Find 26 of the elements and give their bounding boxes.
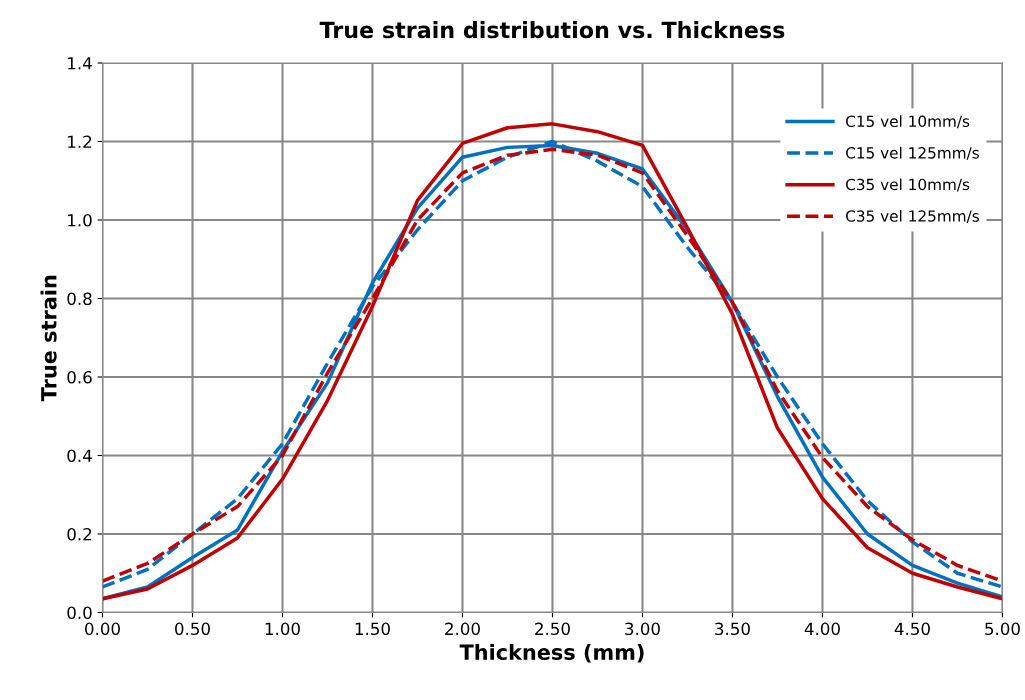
x-tick-label: 1.00 [265,622,300,636]
legend-label: C35 vel 10mm/s [846,178,970,192]
x-tick-label: 2.50 [535,622,570,636]
x-tick-label: 4.00 [804,622,840,636]
y-axis-title: True strain [40,275,57,402]
x-tick-label: 4.50 [894,622,930,636]
x-tick-label: 2.00 [445,622,480,636]
chart-title: True strain distribution vs. Thickness [319,21,785,39]
y-tick-label: 1.2 [68,135,92,148]
x-tick-label: 3.50 [715,622,750,636]
legend-label: C15 vel 125mm/s [846,146,979,160]
y-tick-label: 1.0 [68,213,92,227]
x-axis-title: Thickness (mm) [459,643,644,663]
x-tick-label: 0.00 [85,622,120,636]
x-tick-label: 1.50 [355,622,390,636]
y-tick-label: 0.6 [67,370,92,384]
y-tick-label: 1.4 [68,57,92,70]
y-tick-label: 0.0 [67,606,92,620]
x-tick-label: 0.50 [175,622,210,636]
legend-label: C35 vel 125mm/s [846,209,979,224]
x-tick-label: 3.00 [625,622,660,636]
y-tick-label: 0.8 [67,292,92,306]
x-tick-label: 5.00 [985,622,1020,636]
y-tick-label: 0.4 [67,449,92,463]
legend-label: C15 vel 10mm/s [846,115,970,129]
y-tick-label: 0.2 [67,527,92,541]
